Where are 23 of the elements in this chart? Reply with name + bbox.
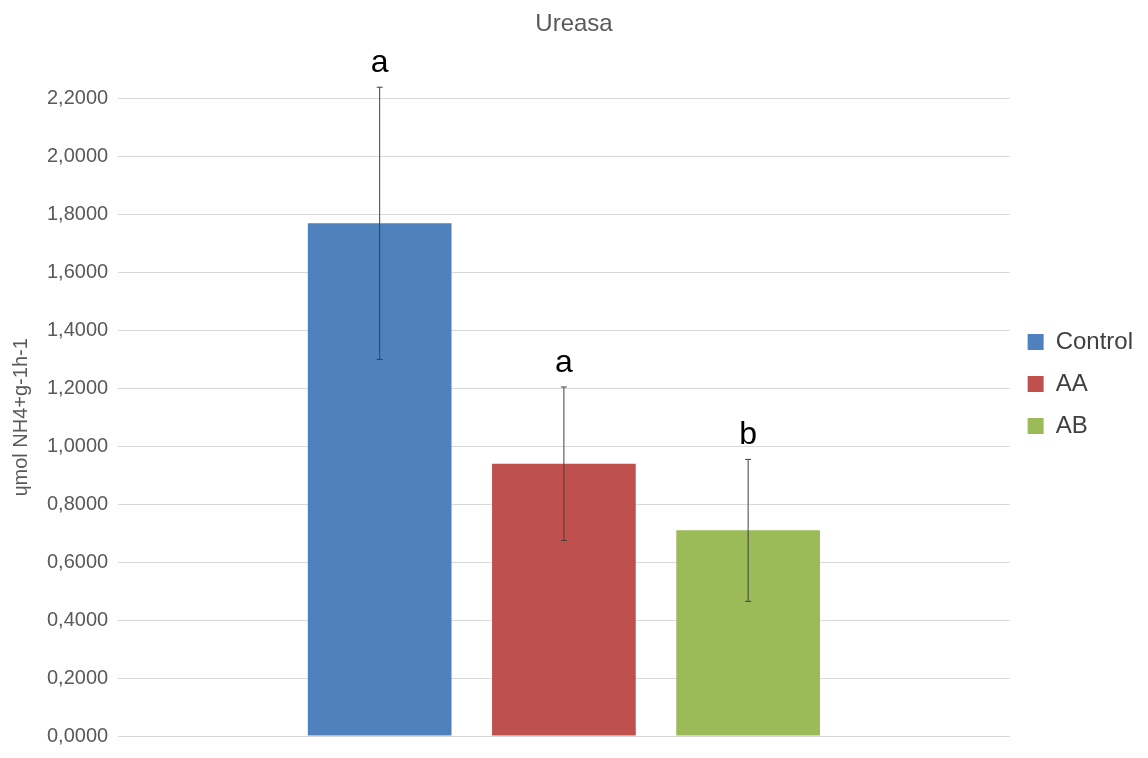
y-tick-label: 0,0000	[47, 723, 109, 746]
y-tick-label: 1,0000	[47, 433, 109, 456]
legend-label: AA	[1055, 368, 1088, 396]
bar	[307, 223, 452, 736]
y-tick-label: 1,8000	[47, 202, 109, 225]
y-tick-label: 1,4000	[47, 318, 109, 341]
y-tick-label: 0,6000	[47, 549, 109, 572]
annotation: a	[370, 43, 389, 80]
annotation: a	[555, 342, 573, 379]
y-tick-label: 0,8000	[47, 491, 109, 514]
annotation: b	[739, 415, 758, 452]
y-axis-title: ɥmol NH4+g-1h-1	[8, 338, 31, 497]
y-tick-label: 0,4000	[47, 607, 109, 630]
y-tick-label: 0,2000	[47, 665, 109, 688]
y-tick-label: 1,2000	[47, 375, 109, 398]
legend-label: Control	[1055, 326, 1134, 354]
y-tick-label: 1,6000	[47, 260, 109, 283]
bar	[492, 463, 636, 736]
y-tick-label: 2,0000	[47, 144, 109, 167]
legend-label: AB	[1055, 410, 1088, 438]
y-tick-label: 2,2000	[47, 86, 109, 109]
chart-title: Ureasa	[535, 9, 614, 37]
bar	[676, 530, 820, 736]
